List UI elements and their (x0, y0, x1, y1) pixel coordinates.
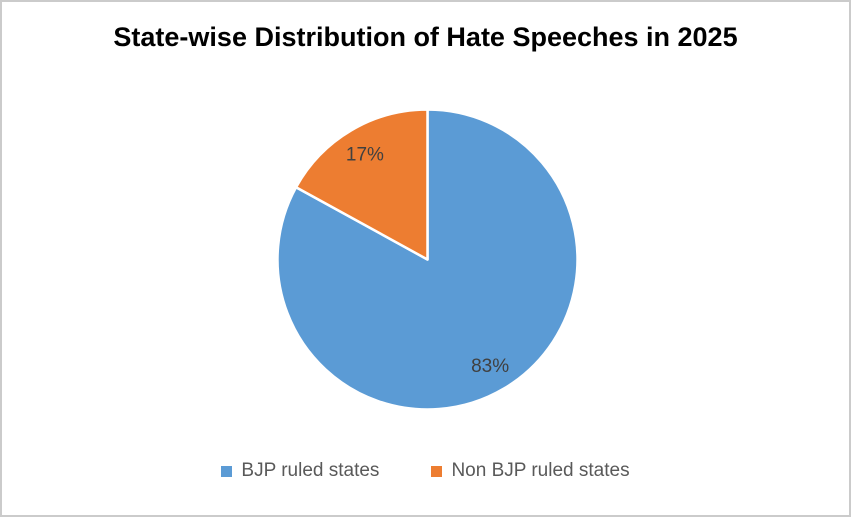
legend-swatch-icon (221, 465, 233, 477)
pie-slice-non-bjp-ruled-states[interactable] (294, 108, 429, 261)
legend-label: BJP ruled states (241, 460, 380, 481)
legend-label: Non BJP ruled states (451, 460, 630, 481)
legend-item-bjp-ruled-states[interactable]: BJP ruled states (221, 460, 379, 482)
legend-swatch-icon (431, 465, 443, 477)
chart-title: State-wise Distribution of Hate Speeches… (113, 22, 738, 52)
legend: BJP ruled states Non BJP ruled states (2, 460, 849, 482)
data-label-bjp-ruled-states: 83% (471, 356, 509, 377)
legend-item-non-bjp-ruled-states[interactable]: Non BJP ruled states (431, 460, 630, 482)
data-label-non-bjp-ruled-states: 17% (346, 144, 384, 165)
